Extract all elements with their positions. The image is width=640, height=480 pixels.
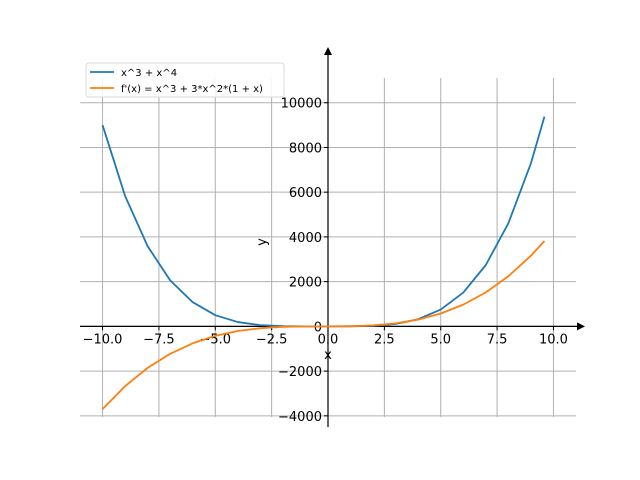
x-tick-label: 5.0 [430,332,451,347]
y-tick-label: −2000 [278,365,322,380]
y-tick-label: 6000 [289,186,322,201]
y-tick-label: −4000 [278,410,322,425]
series-lines [101,116,546,410]
y-axis-arrow [324,47,332,55]
legend-entry: f'(x) = x^3 + 3*x^2*(1 + x) [121,84,263,95]
x-tick-label: −5.0 [199,332,231,347]
series-line [101,116,546,328]
y-tick-label: 2000 [289,276,322,291]
x-tick-label: 7.5 [487,332,508,347]
y-tick-label: 0 [314,320,322,335]
y-axis-label: y [255,238,270,246]
y-tick-label: 10000 [281,97,322,112]
x-tick-label: 0.0 [318,332,339,347]
series-line [101,240,546,410]
x-tick-label: −2.5 [256,332,288,347]
y-tick-label: 4000 [289,231,322,246]
legend-entry: x^3 + x^4 [121,68,177,79]
legend-box [85,62,285,98]
ticks: −10.0 −7.5 −5.0 −2.5 0.0 2.5 5.0 7.5 10.0 −4000 −2… [83,97,568,425]
y-tick-label: 8000 [289,141,322,156]
x-axis-arrow [577,322,585,331]
x-tick-label: −10.0 [83,332,123,347]
x-tick-label: −7.5 [143,332,175,347]
x-tick-label: 2.5 [374,332,395,347]
x-axis-label: x [324,348,332,363]
legend: x^3 + x^4 f'(x) = x^3 + 3*x^2*(1 + x) [85,62,285,98]
x-tick-label: 10.0 [539,332,568,347]
